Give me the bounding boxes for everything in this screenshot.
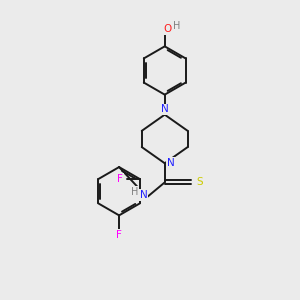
Text: N: N <box>140 190 147 200</box>
Text: S: S <box>196 177 203 188</box>
Text: F: F <box>116 230 122 240</box>
Text: F: F <box>117 174 123 184</box>
Text: N: N <box>161 104 169 114</box>
Text: H: H <box>173 21 181 31</box>
Text: N: N <box>167 158 175 168</box>
Text: H: H <box>131 187 138 197</box>
Text: O: O <box>163 24 171 34</box>
